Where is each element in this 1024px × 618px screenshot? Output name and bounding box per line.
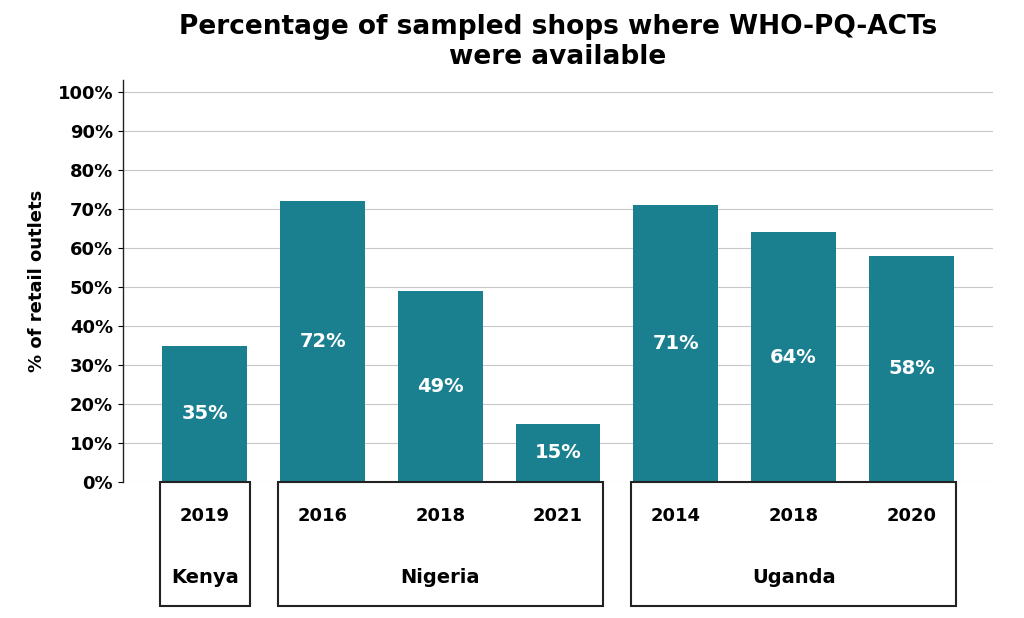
Title: Percentage of sampled shops where WHO-PQ-ACTs
were available: Percentage of sampled shops where WHO-PQ…: [179, 14, 937, 70]
Text: 2020: 2020: [887, 507, 936, 525]
Text: 72%: 72%: [299, 332, 346, 351]
Bar: [869, 256, 953, 482]
Text: 2021: 2021: [534, 507, 583, 525]
Text: Uganda: Uganda: [752, 569, 836, 587]
Text: Kenya: Kenya: [171, 569, 239, 587]
Text: 2019: 2019: [180, 507, 229, 525]
Bar: [516, 423, 600, 482]
Text: 71%: 71%: [652, 334, 699, 353]
Bar: [634, 205, 718, 482]
Text: 64%: 64%: [770, 348, 817, 366]
Text: 49%: 49%: [417, 377, 464, 396]
Text: 15%: 15%: [535, 443, 582, 462]
Text: 2018: 2018: [769, 507, 818, 525]
Text: 58%: 58%: [888, 360, 935, 378]
Text: Nigeria: Nigeria: [400, 569, 480, 587]
Bar: [281, 201, 365, 482]
Text: 35%: 35%: [181, 404, 228, 423]
Y-axis label: % of retail outlets: % of retail outlets: [29, 190, 46, 372]
Text: 2018: 2018: [416, 507, 465, 525]
Text: 2016: 2016: [298, 507, 347, 525]
Bar: [752, 232, 836, 482]
Text: 2014: 2014: [651, 507, 700, 525]
Bar: [163, 345, 247, 482]
Bar: [398, 291, 482, 482]
